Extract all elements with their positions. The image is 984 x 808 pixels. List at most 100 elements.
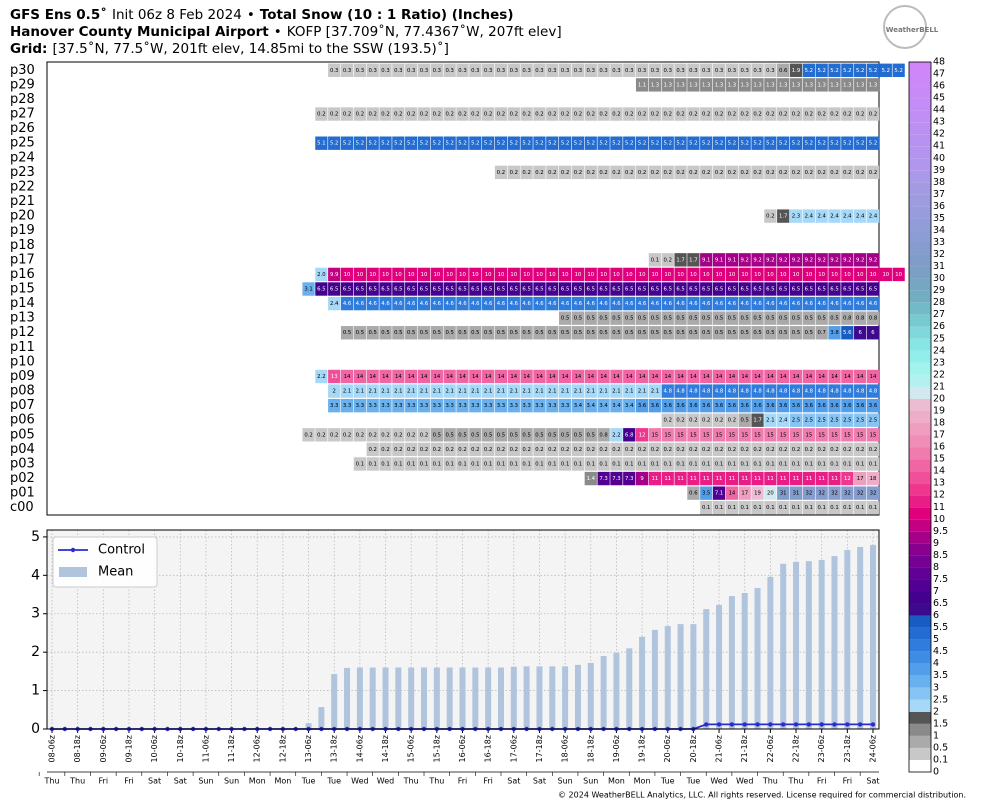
weekday-label: Sun	[583, 777, 598, 786]
heat-cell	[430, 282, 443, 296]
heat-cell	[828, 78, 841, 92]
cell-label: 5.2	[843, 68, 851, 74]
cell-label: 0.5	[394, 330, 402, 336]
x-tick-label: 20-06z	[663, 735, 672, 762]
colorbar-label: 43	[933, 117, 945, 128]
colorbar-segment	[909, 158, 931, 171]
cell-label: 5.2	[740, 141, 748, 147]
cell-label: 0.1	[497, 461, 505, 467]
cell-label: 0.1	[843, 461, 851, 467]
heat-cell	[828, 486, 841, 500]
heat-cell	[392, 107, 405, 121]
heat-cell	[417, 326, 431, 340]
heat-cell	[815, 326, 828, 340]
cell-label: 10	[767, 272, 774, 278]
cell-label: 14	[639, 374, 646, 380]
heat-cell	[828, 267, 841, 282]
cell-label: 9.2	[740, 257, 748, 263]
heat-cell	[546, 326, 559, 340]
colorbar-segment	[909, 723, 931, 736]
heat-cell	[533, 384, 546, 398]
heat-cell	[315, 107, 328, 121]
cell-label: 0.2	[689, 170, 697, 176]
heat-cell	[571, 457, 585, 471]
cell-label: 0.5	[561, 432, 569, 438]
heat-cell	[443, 326, 456, 340]
heat-cell	[635, 428, 649, 442]
heat-cell	[828, 457, 841, 471]
cell-label: 4.6	[792, 301, 801, 307]
heat-cell	[507, 326, 520, 340]
colorbar-label: 1	[933, 730, 939, 741]
heat-cell	[584, 136, 597, 150]
cell-label: 3.3	[381, 403, 389, 409]
cell-label: 6.5	[843, 287, 851, 293]
heat-cell	[738, 253, 751, 267]
cell-label: 0.2	[433, 447, 441, 453]
heat-cell	[725, 471, 738, 486]
control-point	[780, 722, 786, 727]
cell-label: 0.2	[510, 447, 518, 453]
heat-cell	[597, 369, 610, 384]
cell-label: 0.3	[587, 68, 595, 74]
heat-cell	[648, 165, 662, 180]
weekday-label: Sun	[224, 777, 239, 786]
cell-label: 4.6	[522, 301, 531, 307]
cell-label: 0.3	[651, 68, 659, 74]
colorbar-segment	[909, 338, 931, 351]
bar	[472, 667, 479, 729]
cell-label: 4.8	[715, 389, 724, 395]
heat-cell	[417, 282, 431, 296]
heat-cell	[661, 442, 674, 457]
colorbar-label: 27	[933, 309, 945, 320]
heat-cell	[571, 369, 585, 384]
colorbar-label: 6	[933, 610, 939, 621]
cell-label: 14	[498, 374, 505, 380]
cell-label: 0.2	[817, 112, 825, 118]
cell-label: 11	[741, 476, 748, 482]
heat-cell	[635, 136, 649, 150]
cell-label: 10	[613, 272, 620, 278]
weekday-label: Thu	[428, 777, 444, 786]
cell-label: 15	[703, 432, 710, 438]
heat-cell	[482, 136, 495, 150]
heat-cell	[841, 398, 854, 413]
heat-cell	[841, 471, 854, 486]
heat-cell	[405, 107, 418, 121]
cell-label: 10	[395, 272, 402, 278]
heat-cell	[841, 442, 854, 457]
header-part: •	[247, 7, 255, 23]
cell-label: 6.5	[433, 287, 441, 293]
heat-cell	[828, 311, 841, 325]
heat-cell	[648, 471, 662, 486]
cell-label: 0.2	[599, 112, 607, 118]
heat-cell	[674, 428, 687, 442]
heat-cell	[379, 369, 392, 384]
cell-label: 0.2	[664, 418, 672, 424]
cell-label: 3.3	[561, 403, 569, 409]
cell-label: 0.5	[433, 432, 441, 438]
cell-label: 6.5	[715, 287, 723, 293]
colorbar-segment	[909, 302, 931, 315]
cell-label: 2.4	[805, 214, 814, 220]
colorbar-label: 33	[933, 237, 945, 248]
row-label: p25	[10, 136, 35, 151]
row-label: p19	[10, 223, 35, 238]
cell-label: 4.6	[689, 301, 698, 307]
heat-cell	[661, 165, 674, 180]
colorbar-label: 20	[933, 393, 945, 404]
bar	[741, 593, 748, 729]
cell-label: 0.2	[766, 214, 774, 220]
heat-cell	[674, 384, 687, 398]
heat-cell	[405, 398, 418, 413]
cell-label: 1.3	[766, 82, 774, 88]
cell-label: 0.6	[689, 491, 698, 497]
heat-cell	[340, 296, 354, 311]
heat-cell	[610, 107, 623, 121]
cell-label: 6.5	[740, 287, 748, 293]
heat-cell	[469, 442, 482, 457]
heat-cell	[738, 78, 751, 92]
heat-cell	[417, 428, 431, 442]
cell-label: 0.2	[843, 447, 851, 453]
heat-cell	[520, 428, 533, 442]
